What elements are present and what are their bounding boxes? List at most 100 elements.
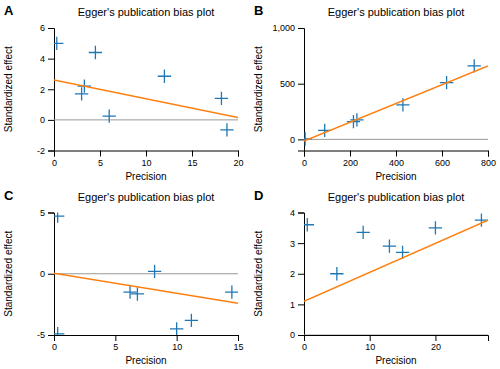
tick-mark [177,335,178,341]
point [148,265,161,278]
tick-mark [298,28,304,29]
point [75,87,88,100]
tick-label: 0 [40,269,45,279]
reference-line [54,273,238,274]
tick-mark [48,335,54,336]
tick: 2 [40,85,54,95]
point [220,123,233,136]
tick-mark [442,151,443,157]
tick-mark [48,59,54,60]
tick-label: 4 [290,208,295,218]
tick: 0 [290,330,304,340]
tick-label: 6 [40,23,45,33]
tick-label: 0 [302,342,307,352]
tick-mark [298,304,304,305]
tick-label: 400 [389,158,404,168]
tick: 10 [141,151,151,168]
title: Egger's publication bias plot [328,6,465,18]
tick-label: 3 [290,239,295,249]
axis-line [305,151,489,157]
tick-mark [48,120,54,121]
point [89,46,102,59]
tick-label: -2 [37,146,45,156]
title: Egger's publication bias plot [328,191,465,203]
tick-mark [48,89,54,90]
tick: 600 [435,151,450,168]
tick-label: 15 [187,158,197,168]
tick: 0 [52,335,57,352]
tick-mark [298,139,304,140]
reference-line [304,139,488,140]
y-axis-title: Standardized effect [3,231,14,317]
tick-mark [298,213,304,214]
tick-mark [192,151,193,157]
tick: 5 [113,335,118,352]
plot-area: 0 5 10 15 20 -2 0 2 4 6 [37,23,244,168]
tick-label: 0 [52,342,57,352]
panel-label: C [4,188,14,203]
tick: 15 [187,151,197,168]
tick-label: 20 [431,342,441,352]
tick-label: 20 [233,158,243,168]
point [158,70,171,83]
point [131,287,144,300]
y-axis: 0 500 1,000 [272,23,304,151]
tick: 6 [40,23,54,33]
tick: 0 [40,115,54,125]
tick-mark [435,335,436,341]
tick: 0 [302,335,307,352]
axis-line [48,29,55,152]
point [225,285,238,298]
tick: 1 [290,300,304,310]
point [330,267,343,280]
tick-label: 5 [98,158,103,168]
tick-label: 0 [290,135,295,145]
tick-label: 0 [52,158,57,168]
panel: 05101520-20246AEgger's publication bias … [3,3,244,182]
tick-mark [48,274,54,275]
axis-line [48,213,55,336]
tick-label: 15 [233,342,243,352]
tick-label: 0 [40,115,45,125]
point [468,59,481,72]
y-axis: -2 0 2 4 6 [37,23,55,156]
y-axis-title: Standardized effect [253,231,264,317]
point [215,92,228,105]
tick: 0 [40,269,54,279]
tick: 10 [365,335,375,352]
figure: 05101520-20246AEgger's publication bias … [0,0,500,369]
tick: 5 [98,151,103,168]
x-axis-title: Precision [375,355,416,366]
tick: 1,000 [272,23,304,33]
marks [304,213,488,335]
tick: 4 [290,208,304,218]
plot-area: 051015-505 [37,208,244,353]
tick: 0 [302,151,307,168]
tick: 20 [233,151,243,168]
tick: 500 [280,79,304,89]
point [356,226,369,239]
point [396,246,409,259]
tick-label: 500 [280,79,295,89]
point [54,327,64,335]
tick: 20 [431,335,441,352]
tick: 15 [233,335,243,352]
regression-line [304,66,488,141]
tick-mark [298,335,304,336]
tick: 4 [40,54,54,64]
title: Egger's publication bias plot [78,6,215,18]
tick: 200 [343,151,358,168]
tick-label: -5 [37,330,45,340]
tick-mark [396,151,397,157]
point [383,240,396,253]
point [54,213,64,223]
x-axis-title: Precision [125,171,166,182]
tick-mark [48,151,54,152]
y-axis: -505 [37,208,55,341]
tick-label: 600 [435,158,450,168]
axis-line [298,29,305,152]
tick: -2 [37,146,54,156]
regression-line [54,80,238,118]
tick-label: 200 [343,158,358,168]
marks [54,37,238,137]
